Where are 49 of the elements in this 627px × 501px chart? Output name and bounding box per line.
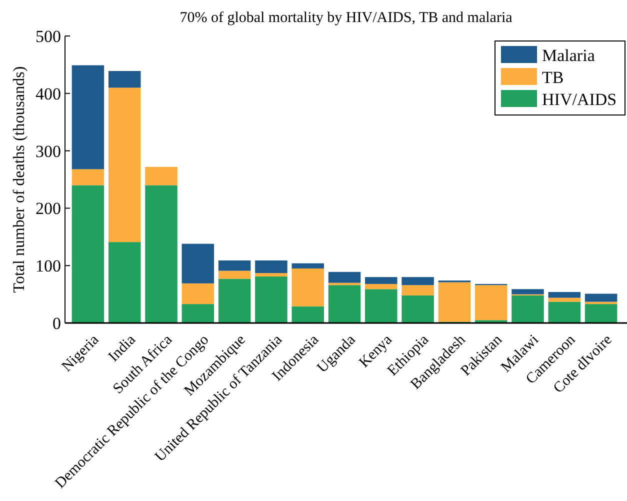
bar: [365, 277, 398, 284]
bar: [584, 294, 618, 302]
chart-title: 70% of global mortality by HIV/AIDS, TB and malaria: [180, 10, 513, 26]
bar: [438, 282, 471, 322]
bar: [584, 304, 618, 323]
bar: [402, 277, 434, 286]
bar: [512, 295, 544, 323]
legend-label: Malaria: [542, 46, 596, 65]
x-tick-label: India: [106, 332, 140, 366]
bar: [182, 304, 214, 323]
bar: [365, 284, 398, 290]
bar: [145, 166, 178, 186]
y-tick-label: 200: [36, 199, 61, 218]
bar: [292, 268, 324, 306]
y-tick-label: 0: [52, 314, 61, 333]
bar: [145, 185, 178, 323]
y-tick-label: 400: [36, 84, 61, 104]
y-tick-label: 500: [36, 26, 61, 46]
bar: [474, 285, 508, 320]
y-tick-label: 100: [36, 256, 61, 276]
bar: [512, 289, 544, 294]
bar: [548, 292, 581, 298]
bar: [255, 273, 288, 277]
bar: [72, 169, 104, 186]
bar: [182, 283, 214, 304]
bar: [292, 306, 324, 323]
bar: [218, 278, 251, 323]
bar: [402, 285, 434, 296]
bar: [72, 185, 104, 323]
y-axis-title: Total number of deaths (thousands): [11, 66, 28, 293]
bar: [182, 244, 214, 284]
bar: [292, 263, 324, 268]
y-tick-label: 300: [36, 142, 61, 161]
bar: [108, 242, 141, 323]
bar: [218, 260, 251, 271]
legend-label: HIV/AIDS: [542, 90, 617, 109]
bar: [108, 71, 141, 88]
bar: [108, 88, 141, 242]
bar: [218, 270, 251, 279]
bar: [402, 295, 434, 323]
bar: [328, 285, 361, 323]
bar: [255, 276, 288, 323]
bar: [365, 289, 398, 323]
bar: [72, 65, 104, 170]
legend-label: TB: [542, 68, 564, 87]
bar: [548, 302, 581, 323]
bar: [548, 298, 581, 302]
bar: [328, 272, 361, 283]
bar: [255, 260, 288, 274]
